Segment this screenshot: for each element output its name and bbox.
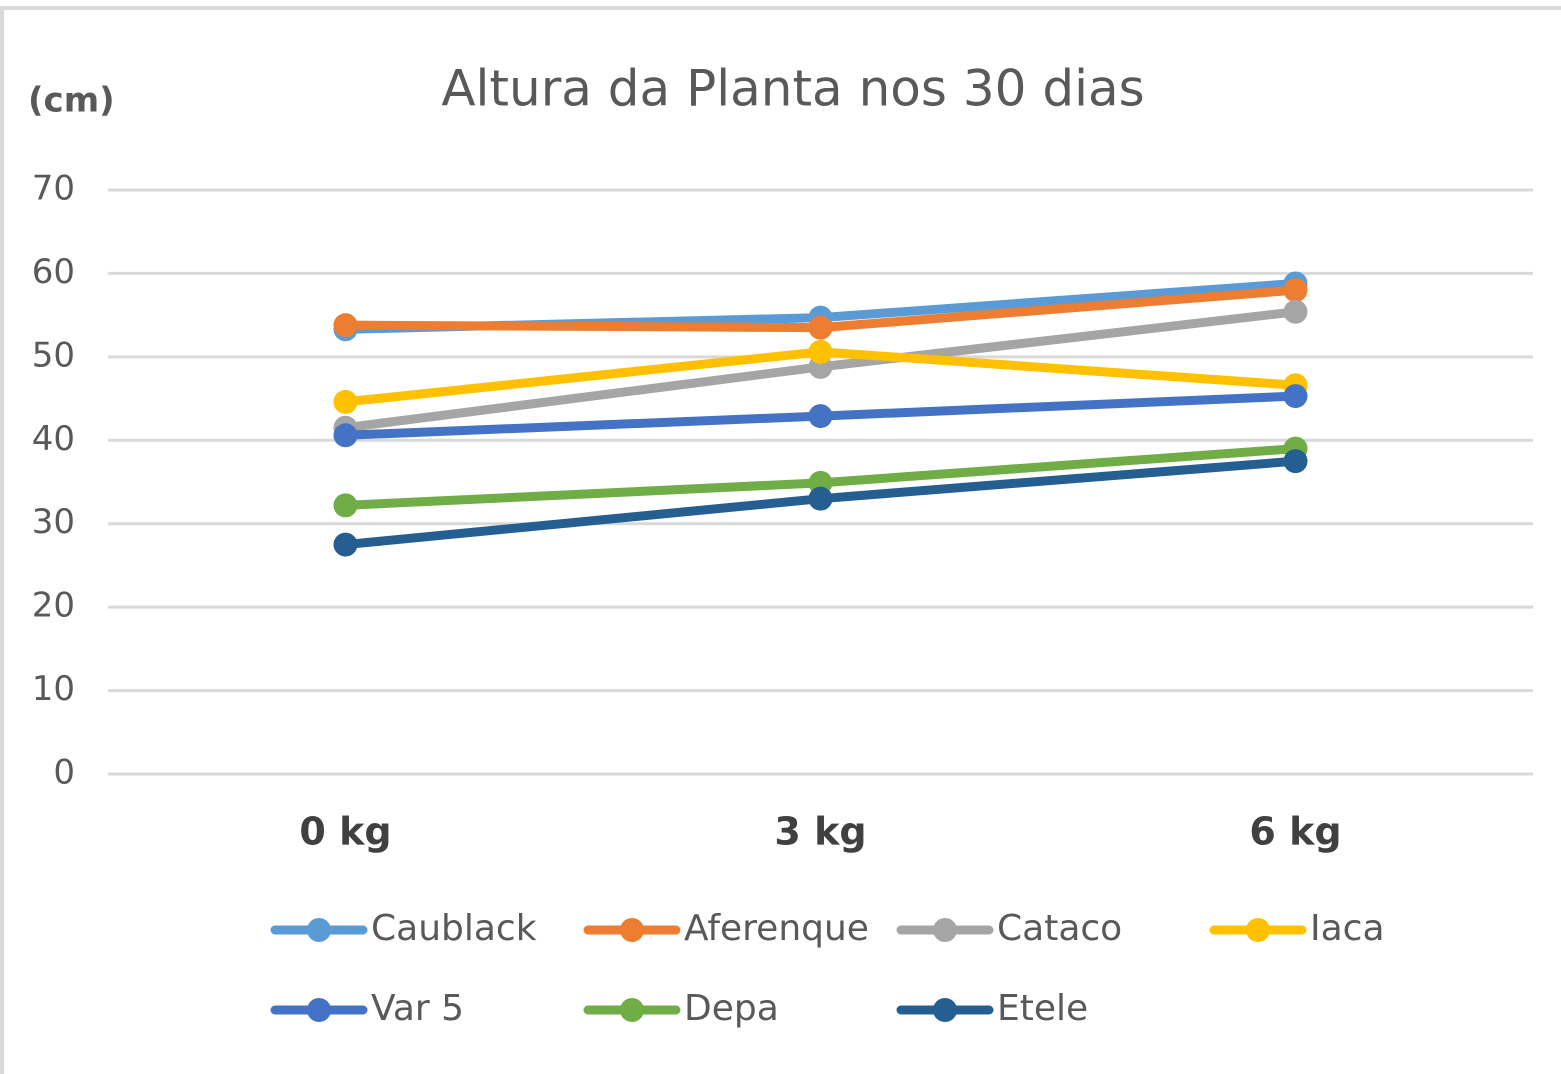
data-point <box>1283 278 1308 303</box>
data-point <box>333 532 358 557</box>
data-point <box>808 404 833 429</box>
x-tick-label: 0 kg <box>299 810 391 854</box>
y-tick-label: 40 <box>32 419 75 459</box>
data-point <box>808 315 833 340</box>
y-tick-label: 10 <box>32 669 75 709</box>
data-point <box>1283 299 1308 324</box>
chart-frame <box>0 6 1561 1074</box>
x-tick-label: 3 kg <box>774 810 866 854</box>
legend-marker <box>307 918 331 942</box>
data-point <box>333 389 358 414</box>
y-tick-label: 0 <box>53 753 75 793</box>
y-tick-label: 60 <box>32 252 75 292</box>
legend-label: Etele <box>997 988 1088 1029</box>
chart-title: Altura da Planta nos 30 dias <box>441 60 1144 118</box>
y-tick-label: 50 <box>32 335 75 375</box>
legend-label: Iaca <box>1310 908 1385 949</box>
legend-marker <box>620 998 644 1022</box>
legend-marker <box>307 998 331 1022</box>
legend-marker <box>1246 918 1270 942</box>
legend-label: Caublack <box>371 908 537 949</box>
legend-marker <box>933 998 957 1022</box>
data-point <box>1283 384 1308 409</box>
data-point <box>808 486 833 511</box>
legend-label: Aferenque <box>684 908 869 949</box>
legend-marker <box>620 918 644 942</box>
data-point <box>333 493 358 518</box>
y-tick-label: 70 <box>32 169 75 209</box>
x-tick-label: 6 kg <box>1249 810 1341 854</box>
legend-label: Cataco <box>997 908 1122 949</box>
legend-label: Depa <box>684 988 779 1029</box>
data-point <box>333 313 358 338</box>
y-tick-label: 30 <box>32 502 75 542</box>
y-axis-label: (cm) <box>28 81 115 121</box>
legend-marker <box>933 918 957 942</box>
data-point <box>1283 449 1308 474</box>
legend-label: Var 5 <box>371 988 464 1029</box>
y-tick-label: 20 <box>32 586 75 626</box>
data-point <box>808 339 833 364</box>
data-point <box>333 423 358 448</box>
